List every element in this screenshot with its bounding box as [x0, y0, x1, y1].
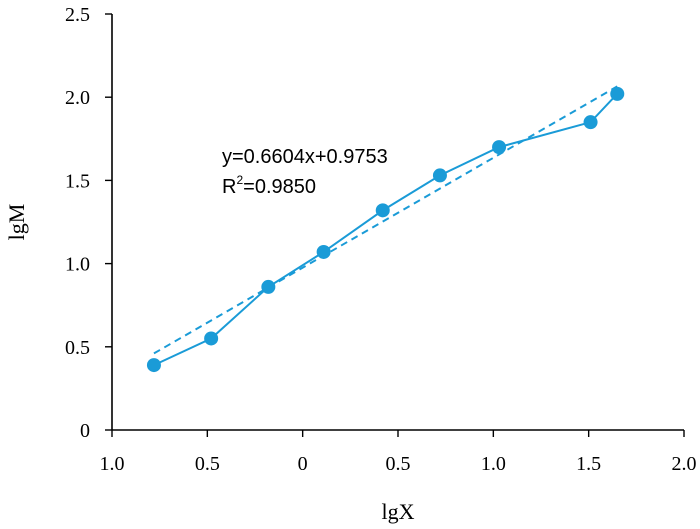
x-axis-title: lgX	[382, 499, 415, 524]
x-axis-ticks: 1.0 0.5 0 0.5 1.0 1.5 2.0	[100, 430, 697, 475]
y-tick-label: 0	[80, 420, 90, 442]
data-point	[316, 244, 331, 259]
data-point	[261, 279, 276, 294]
data-point	[492, 140, 507, 155]
r2-value: =0.9850	[243, 176, 316, 198]
x-tick-label: 1.0	[100, 453, 125, 475]
data-point	[375, 203, 390, 218]
y-axis-title: lgM	[4, 204, 29, 241]
data-point	[146, 358, 161, 373]
data-point	[204, 331, 219, 346]
y-tick-label: 2.5	[65, 4, 90, 26]
equation-label: y=0.6604x+0.9753	[222, 146, 388, 168]
data-point	[432, 168, 447, 183]
x-tick-label: 2.0	[672, 453, 697, 475]
series-line	[153, 93, 618, 367]
data-point	[583, 115, 598, 130]
r2-superscript: 2	[236, 173, 243, 187]
trendline	[153, 85, 618, 355]
x-tick-label: 0	[298, 453, 308, 475]
x-tick-label: 0.5	[195, 453, 220, 475]
x-tick-label: 1.0	[481, 453, 506, 475]
y-tick-label: 0.5	[65, 337, 90, 359]
r2-prefix: R	[222, 176, 236, 198]
regression-annotation: y=0.6604x+0.9753 R2=0.9850	[222, 146, 388, 198]
series-group	[146, 86, 625, 373]
y-tick-label: 1.0	[65, 254, 90, 276]
data-point	[610, 86, 625, 101]
r2-label: R2=0.9850	[222, 173, 316, 198]
x-tick-label: 0.5	[386, 453, 411, 475]
y-tick-label: 1.5	[65, 170, 90, 192]
y-axis-ticks: 0 0.5 1.0 1.5 2.0 2.5	[65, 4, 112, 442]
axes	[111, 14, 684, 431]
y-tick-label: 2.0	[65, 87, 90, 109]
trendline-group	[153, 85, 618, 355]
x-tick-label: 1.5	[576, 453, 601, 475]
